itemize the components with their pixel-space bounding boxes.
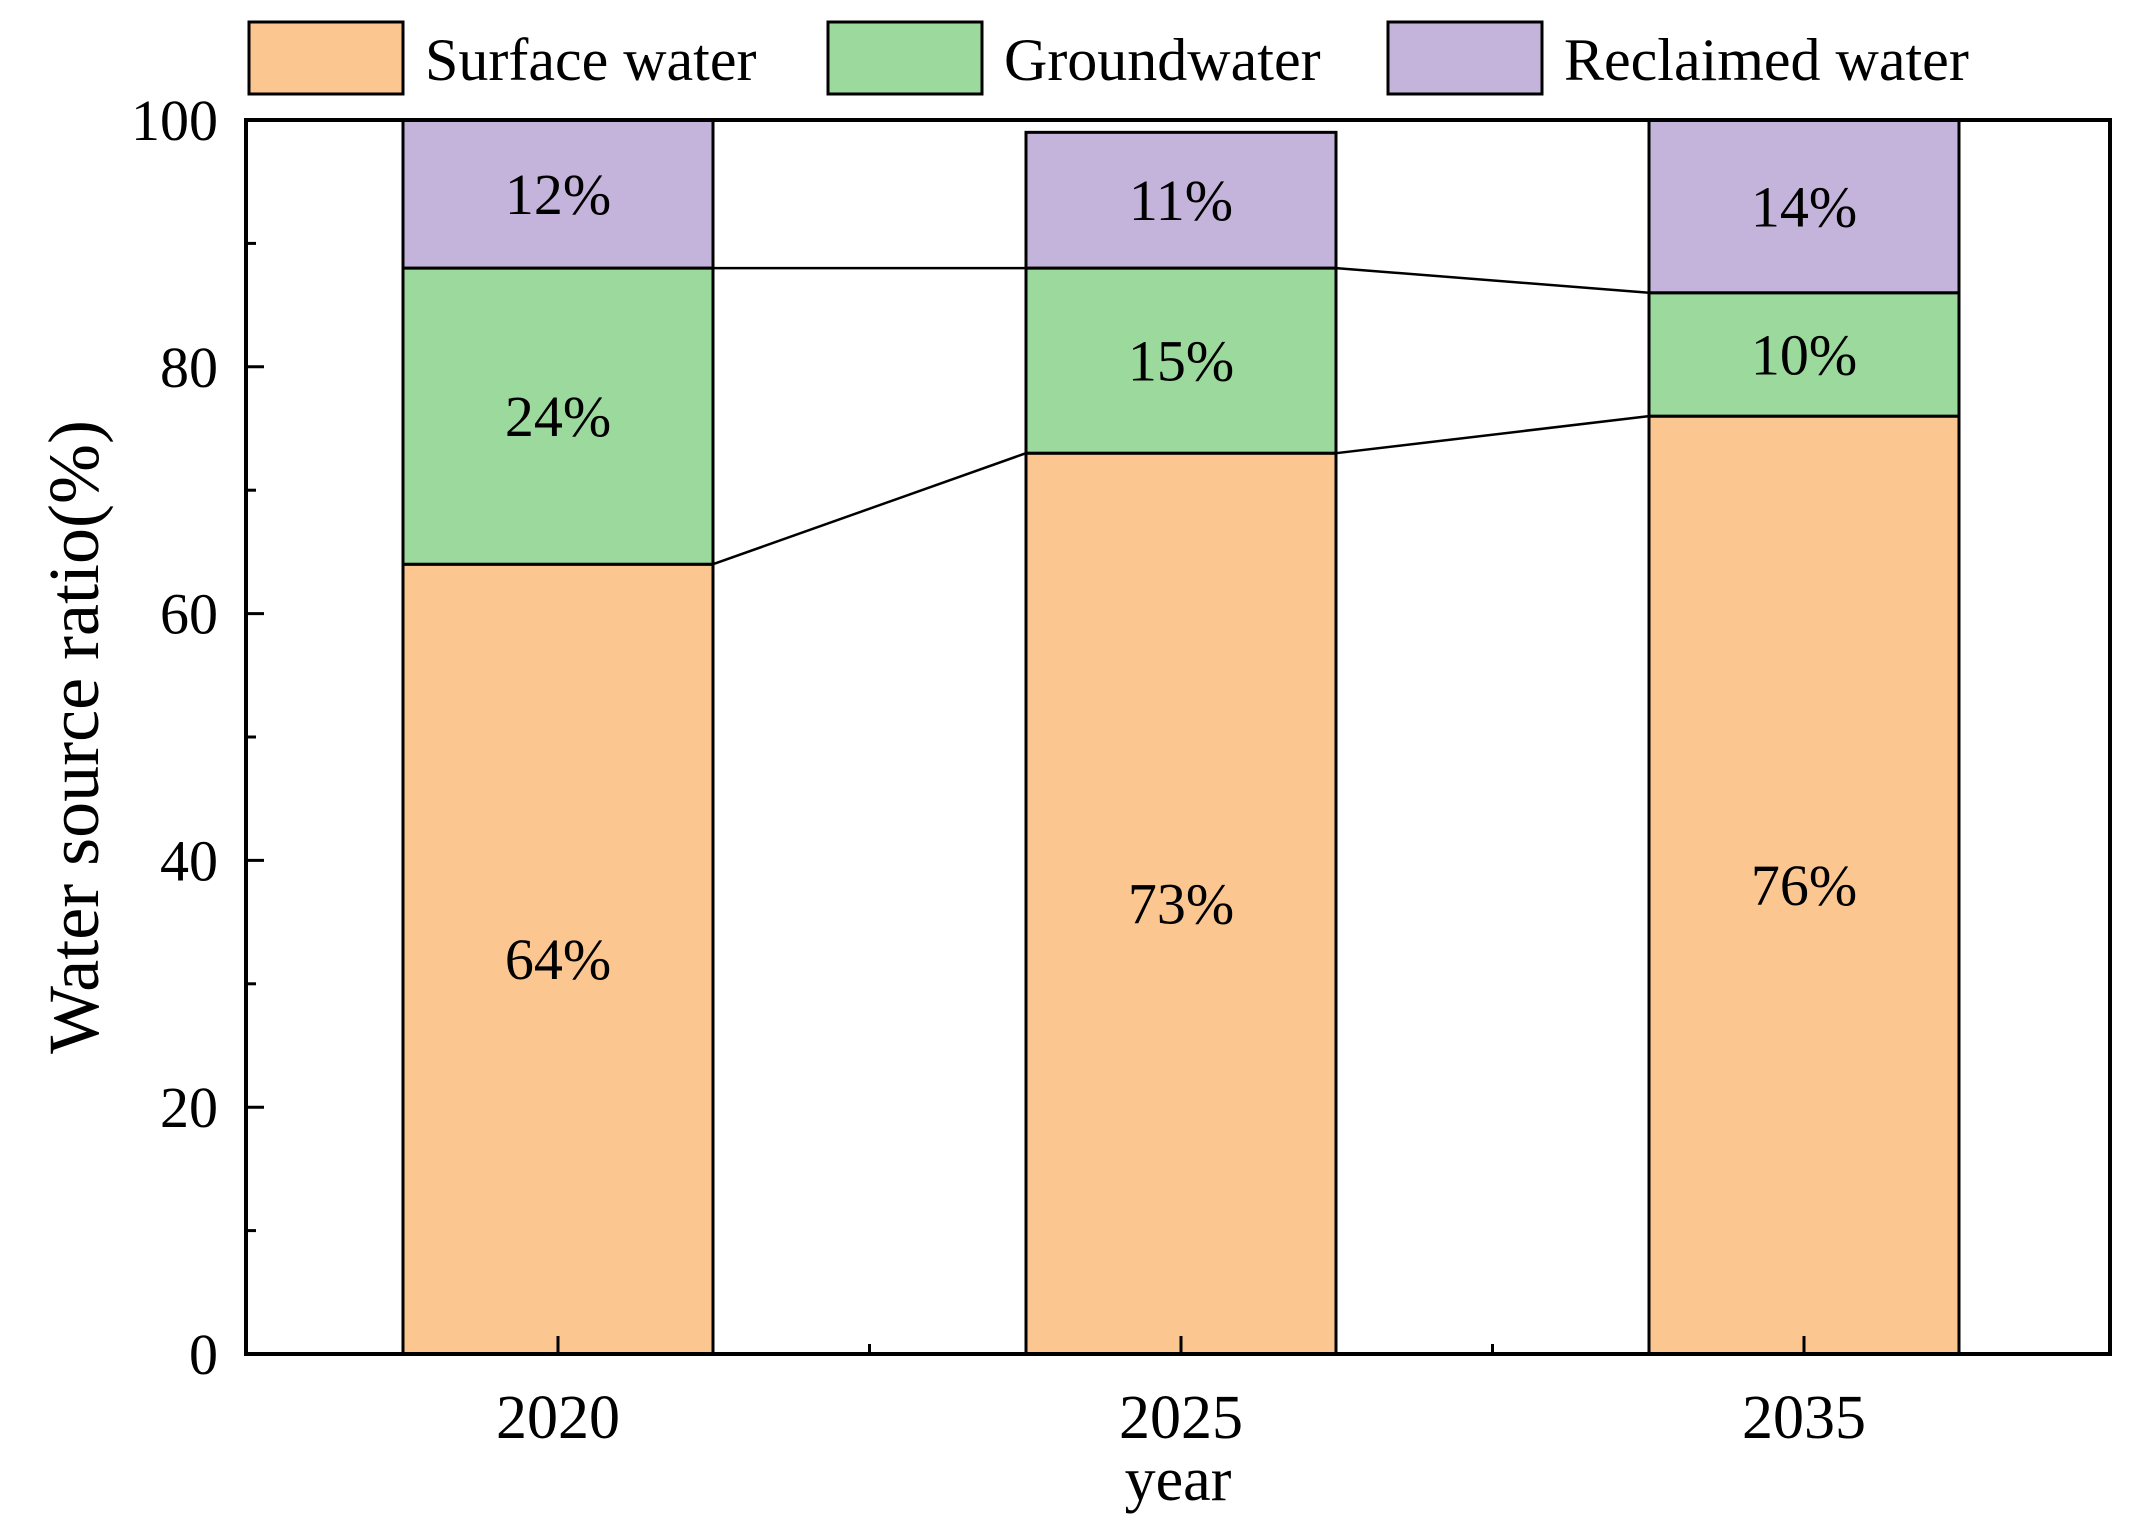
y-tick-label: 80 [160,335,218,400]
bar-label-groundwater-2035: 10% [1751,322,1857,387]
bar-label-surface-water-2035: 76% [1751,853,1857,918]
bar-surface-water-2020 [401,562,715,1356]
connector-lines [712,266,1650,566]
bar-label-groundwater-2025: 15% [1128,329,1234,394]
x-axis-title: year [1125,1446,1232,1514]
connector-line [1335,266,1650,295]
bar-reclaimed-water-2025 [1024,130,1338,270]
y-tick-label: 100 [131,88,218,153]
bars [401,118,1961,1356]
x-tick-label-2020: 2020 [496,1384,620,1452]
bar-label-surface-water-2025: 73% [1128,872,1234,937]
connector-line [712,452,1027,566]
bar-groundwater-2025 [1024,266,1338,455]
bar-value-labels: 64% 24% 12% 73% 15% 11% 76% 10% 14% [505,162,1857,992]
legend: Surface water Groundwater Reclaimed water [247,20,1969,96]
bar-label-reclaimed-water-2020: 12% [505,162,611,227]
bar-label-groundwater-2020: 24% [505,384,611,449]
bar-label-reclaimed-water-2035: 14% [1751,174,1857,239]
legend-label-surface-water: Surface water [425,27,756,93]
y-axis-title: Water source ratio(%) [34,420,114,1054]
x-tick-label-2035: 2035 [1742,1384,1866,1452]
bar-groundwater-2035 [1647,291,1961,418]
legend-swatch-surface-water [247,20,405,96]
legend-swatch-reclaimed-water [1386,20,1544,96]
legend-swatch-groundwater [826,20,984,96]
x-axis: 2020 2025 2035 [496,1336,1866,1452]
x-tick-label-2025: 2025 [1119,1384,1243,1452]
y-tick-label: 40 [160,828,218,893]
y-axis: 0 20 40 60 80 100 [131,88,264,1387]
y-tick-label: 20 [160,1075,218,1140]
legend-label-groundwater: Groundwater [1004,27,1321,93]
bar-reclaimed-water-2035 [1647,118,1961,295]
bar-label-surface-water-2020: 64% [505,927,611,992]
bar-surface-water-2025 [1024,451,1338,1356]
y-tick-label: 60 [160,582,218,647]
legend-label-reclaimed-water: Reclaimed water [1564,27,1969,93]
bar-label-reclaimed-water-2025: 11% [1129,168,1233,233]
bar-groundwater-2020 [401,266,715,566]
bar-surface-water-2035 [1647,414,1961,1356]
connector-line [1335,414,1650,455]
y-tick-label: 0 [189,1322,218,1387]
